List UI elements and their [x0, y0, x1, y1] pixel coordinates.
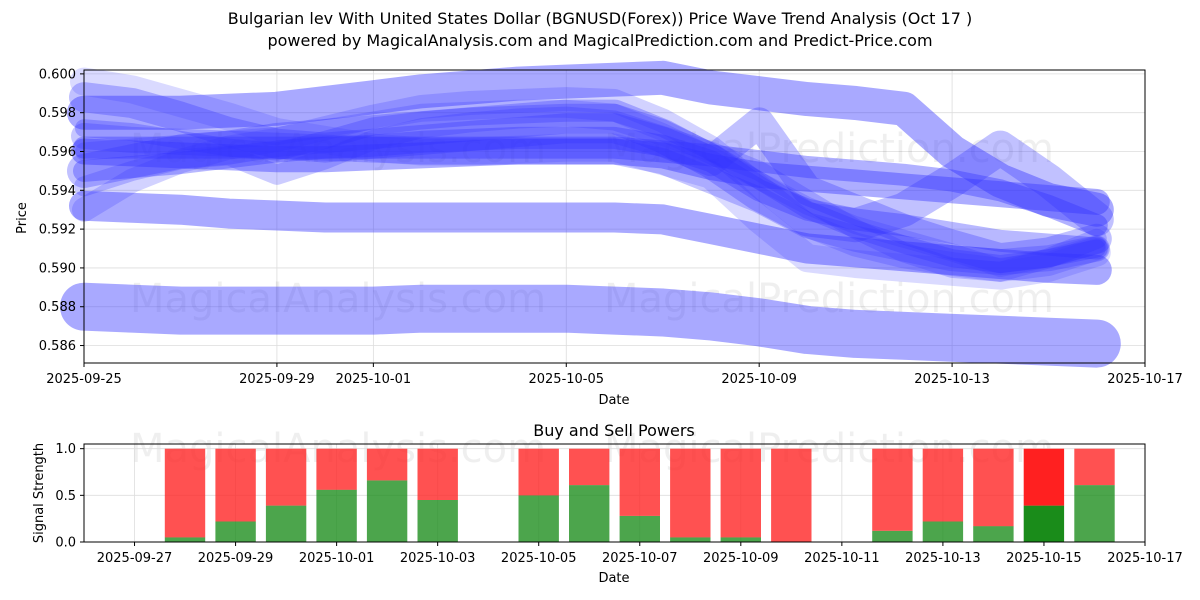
- sell-power-bar: [619, 448, 660, 516]
- price-x-ticks: 2025-09-25 2025-09-29 2025-10-01 2025-10-05…: [46, 363, 1183, 387]
- sell-power-bar: [164, 448, 206, 538]
- y-tick-label: 0.588: [39, 300, 76, 315]
- price-y-ticks: 0.586 0.588 0.590 0.592 0.594 0.596 0.598 0.600: [39, 67, 84, 354]
- wave-series-line: [69, 190, 1112, 285]
- watermark-text: MagicalPrediction.com: [604, 126, 1054, 172]
- signal-y-label: Signal Strength: [32, 443, 47, 543]
- buy-power-bar: [366, 480, 408, 542]
- sell-power-bar: [872, 448, 913, 531]
- wave-series-line: [74, 106, 1107, 282]
- sell-power-bar: [518, 448, 559, 496]
- buy-power-bar: [872, 530, 913, 542]
- sell-power-bar: [316, 448, 357, 490]
- buy-power-bar: [720, 537, 761, 542]
- watermarks: MagicalAnalysis.com MagicalPrediction.co…: [130, 126, 1054, 472]
- signal-y-ticks: 0.0 0.5 1.0: [55, 442, 84, 551]
- wave-series-line: [75, 99, 1106, 277]
- sell-power-bar: [1074, 448, 1115, 486]
- signal-plot-frame: [83, 443, 1146, 543]
- y-tick-label: 0.0: [55, 536, 76, 551]
- y-tick-label: 1.0: [55, 442, 76, 457]
- y-tick-label: 0.598: [39, 106, 76, 121]
- x-tick-label: 2025-09-29: [239, 372, 315, 387]
- x-tick-label: 2025-10-03: [400, 551, 476, 566]
- buy-power-bar: [922, 521, 964, 542]
- wave-series-line: [75, 103, 1106, 273]
- sell-power-bar: [417, 448, 458, 500]
- x-tick-label: 2025-10-13: [905, 551, 981, 566]
- signal-x-label: Date: [598, 571, 629, 586]
- price-y-label: Price: [15, 202, 30, 234]
- sell-power-bar: [922, 448, 964, 522]
- price-plot-frame: [83, 69, 1146, 364]
- x-tick-label: 2025-10-09: [703, 551, 779, 566]
- x-tick-label: 2025-10-05: [528, 372, 604, 387]
- sell-power-bar: [215, 448, 256, 522]
- x-tick-label: 2025-10-17: [1107, 372, 1183, 387]
- wave-series-line: [73, 126, 1108, 260]
- buy-power-bar: [265, 505, 307, 542]
- x-tick-label: 2025-10-05: [501, 551, 577, 566]
- sell-power-bar: [569, 448, 610, 486]
- wave-series-line: [67, 99, 1114, 243]
- x-tick-label: 2025-09-25: [46, 372, 122, 387]
- x-tick-label: 2025-10-17: [1107, 551, 1183, 566]
- watermark-text: MagicalPrediction.com: [604, 276, 1054, 322]
- y-tick-label: 0.590: [39, 261, 76, 276]
- price-grid: [83, 70, 1146, 363]
- signal-bars: [164, 448, 1115, 542]
- price-x-label: Date: [598, 393, 629, 408]
- watermark-text: MagicalAnalysis.com: [130, 126, 546, 172]
- price-waves: [60, 60, 1121, 368]
- sell-power-bar: [265, 448, 307, 506]
- wave-series-line: [69, 82, 1112, 274]
- buy-power-bar: [417, 500, 458, 542]
- y-tick-label: 0.594: [39, 184, 76, 199]
- x-tick-label: 2025-10-09: [721, 372, 797, 387]
- chart-subtitle: powered by MagicalAnalysis.com and Magic…: [267, 31, 933, 50]
- x-tick-label: 2025-10-01: [336, 372, 412, 387]
- wave-series-line: [60, 282, 1121, 368]
- y-tick-label: 0.600: [39, 67, 76, 82]
- sell-power-bar: [771, 448, 812, 542]
- y-tick-label: 0.586: [39, 339, 76, 354]
- wave-series-line: [72, 87, 1109, 282]
- chart-title: Bulgarian lev With United States Dollar …: [227, 9, 973, 28]
- sell-power-bar: [973, 448, 1014, 527]
- sell-power-bar: [1023, 448, 1065, 506]
- wave-series-line: [71, 123, 1110, 276]
- wave-series-line: [67, 60, 1114, 227]
- buy-power-bar: [1023, 505, 1065, 542]
- buy-power-bar: [1074, 485, 1115, 542]
- x-tick-label: 2025-10-15: [1006, 551, 1082, 566]
- sell-power-bar: [670, 448, 711, 538]
- wave-series-line: [70, 67, 1111, 290]
- x-tick-label: 2025-10-13: [914, 372, 990, 387]
- buy-power-bar: [670, 537, 711, 542]
- buy-power-bar: [569, 485, 610, 542]
- x-tick-label: 2025-09-29: [198, 551, 274, 566]
- x-tick-label: 2025-09-27: [97, 551, 173, 566]
- x-tick-label: 2025-10-01: [299, 551, 375, 566]
- x-tick-label: 2025-10-07: [602, 551, 678, 566]
- sell-power-bar: [366, 448, 408, 481]
- buy-power-bar: [619, 515, 660, 542]
- wave-series-line: [71, 138, 1110, 215]
- buy-power-bar: [518, 495, 559, 542]
- buy-power-bar: [215, 521, 256, 542]
- signal-chart-title: Buy and Sell Powers: [533, 421, 695, 440]
- sell-power-bar: [720, 448, 761, 538]
- y-tick-label: 0.5: [55, 489, 76, 504]
- watermark-text: MagicalAnalysis.com: [130, 276, 546, 322]
- signal-x-ticks: 2025-09-27 2025-09-29 2025-10-01 2025-10-03…: [97, 542, 1183, 566]
- wave-series-line: [73, 136, 1108, 237]
- buy-power-bar: [164, 537, 206, 542]
- buy-power-bar: [316, 489, 357, 542]
- y-tick-label: 0.596: [39, 145, 76, 160]
- x-tick-label: 2025-10-11: [804, 551, 880, 566]
- buy-power-bar: [973, 526, 1014, 542]
- y-tick-label: 0.592: [39, 223, 76, 238]
